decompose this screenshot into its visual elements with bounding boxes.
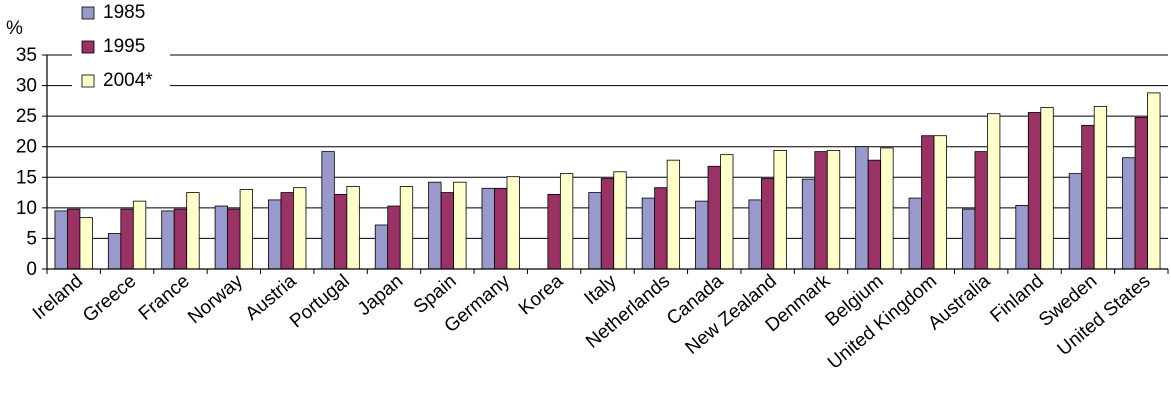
bar-1995-portugal [333, 194, 348, 270]
y-axis-ticks: 0 5 10 15 20 25 30 35 [16, 45, 47, 280]
bar-1985-australia [962, 208, 976, 270]
bar-1995-spain [440, 192, 455, 270]
bar-1995-sweden [1081, 124, 1095, 270]
bar-1985-canada [695, 200, 709, 270]
bar-2004-portugal [346, 186, 360, 270]
legend-label: 1985 [103, 2, 145, 23]
bar-2004-japan [399, 186, 414, 270]
bar-1985-belgium [855, 146, 869, 270]
x-tick-label: United States [1054, 271, 1155, 360]
x-tick-label: Portugal [286, 271, 354, 333]
y-tick-label: 0 [26, 259, 37, 280]
bar-1985-greece [107, 233, 122, 270]
bar-1985-united-kingdom [908, 197, 922, 270]
bar-1995-italy [600, 178, 615, 270]
bar-1985-france [161, 210, 175, 270]
bar-1995-germany [494, 187, 508, 270]
bar-1985-austria [268, 199, 282, 270]
bar-2004-united-kingdom [933, 135, 947, 270]
bar-2004-france [186, 192, 200, 270]
bar-1985-italy [588, 192, 602, 270]
x-tick-label: Ireland [29, 271, 87, 324]
bar-1985-united-states [1122, 157, 1136, 270]
x-tick-label: New Zealand [682, 271, 781, 359]
bar-2004-greece [132, 200, 147, 270]
bar-1995-ireland [67, 208, 81, 270]
y-tick-label: 10 [16, 198, 37, 219]
bar-2004-italy [613, 171, 627, 270]
bar-1995-new-zealand [760, 178, 775, 270]
legend-label: 2004* [103, 70, 153, 91]
y-tick-label: 15 [16, 167, 37, 188]
axes [46, 55, 1169, 274]
bar-2004-austria [293, 187, 307, 270]
bar-1995-france [173, 208, 188, 270]
bar-1985-norway [214, 205, 228, 270]
bar-1985-sweden [1068, 173, 1083, 270]
y-tick-label: 30 [16, 76, 37, 97]
bar-1985-netherlands [641, 197, 656, 270]
bar-1985-japan [374, 224, 389, 270]
bar-2004-finland [1040, 107, 1054, 270]
bar-1995-netherlands [654, 187, 668, 270]
bar-1995-united-states [1134, 116, 1148, 270]
bar-2004-norway [239, 189, 253, 270]
bar-2004-sweden [1093, 105, 1108, 270]
bar-2004-denmark [826, 149, 841, 270]
bar-2004-canada [720, 154, 734, 270]
legend: 1985 1995 2004* [72, 2, 170, 104]
bar-1985-germany [481, 187, 495, 270]
x-tick-label: Norway [184, 270, 247, 328]
bar-1995-belgium [867, 159, 882, 270]
x-axis-tick-labels: IrelandGreeceFranceNorwayAustriaPortugal… [29, 270, 1155, 373]
bar-1985-finland [1015, 205, 1029, 270]
y-tick-label: 35 [16, 45, 37, 66]
legend-swatch [81, 40, 95, 54]
bar-1995-canada [707, 165, 721, 270]
bar-2004-netherlands [666, 159, 681, 270]
legend-swatch [81, 74, 95, 88]
bar-1985-ireland [54, 210, 68, 270]
bar-2004-germany [506, 176, 520, 270]
bar-1995-finland [1027, 112, 1042, 270]
bar-2004-australia [987, 113, 1001, 270]
bar-2004-ireland [79, 217, 93, 270]
x-tick-label: Italy [581, 270, 622, 309]
bar-2004-korea [559, 173, 574, 270]
bar-1995-korea [547, 194, 561, 270]
bar-1995-greece [120, 208, 134, 270]
bar-2004-united-states [1147, 92, 1161, 270]
x-tick-label: France [135, 271, 194, 325]
bar-2004-spain [453, 181, 467, 270]
x-tick-label: Japan [354, 271, 407, 320]
legend-label: 1995 [103, 36, 145, 57]
bar-1985-spain [428, 181, 442, 270]
legend-swatch [81, 6, 95, 20]
bar-1995-australia [974, 151, 988, 270]
bar-1995-austria [280, 192, 294, 270]
bar-2004-belgium [880, 147, 894, 270]
bar-2004-new-zealand [773, 149, 787, 270]
bar-1995-denmark [814, 151, 828, 270]
x-tick-label: Korea [515, 270, 568, 319]
bar-1995-united-kingdom [921, 135, 935, 270]
y-tick-label: 20 [16, 137, 37, 158]
bar-1985-portugal [321, 151, 335, 270]
bar-1995-norway [227, 208, 241, 270]
bar-1985-denmark [801, 178, 816, 270]
y-axis-label: % [6, 18, 23, 39]
gridlines [47, 54, 1168, 239]
bar-1985-new-zealand [748, 199, 762, 270]
x-tick-label: Greece [79, 271, 140, 327]
y-tick-label: 25 [16, 106, 37, 127]
bar-1995-japan [387, 205, 401, 270]
y-tick-label: 5 [26, 228, 37, 249]
bars [54, 92, 1161, 270]
